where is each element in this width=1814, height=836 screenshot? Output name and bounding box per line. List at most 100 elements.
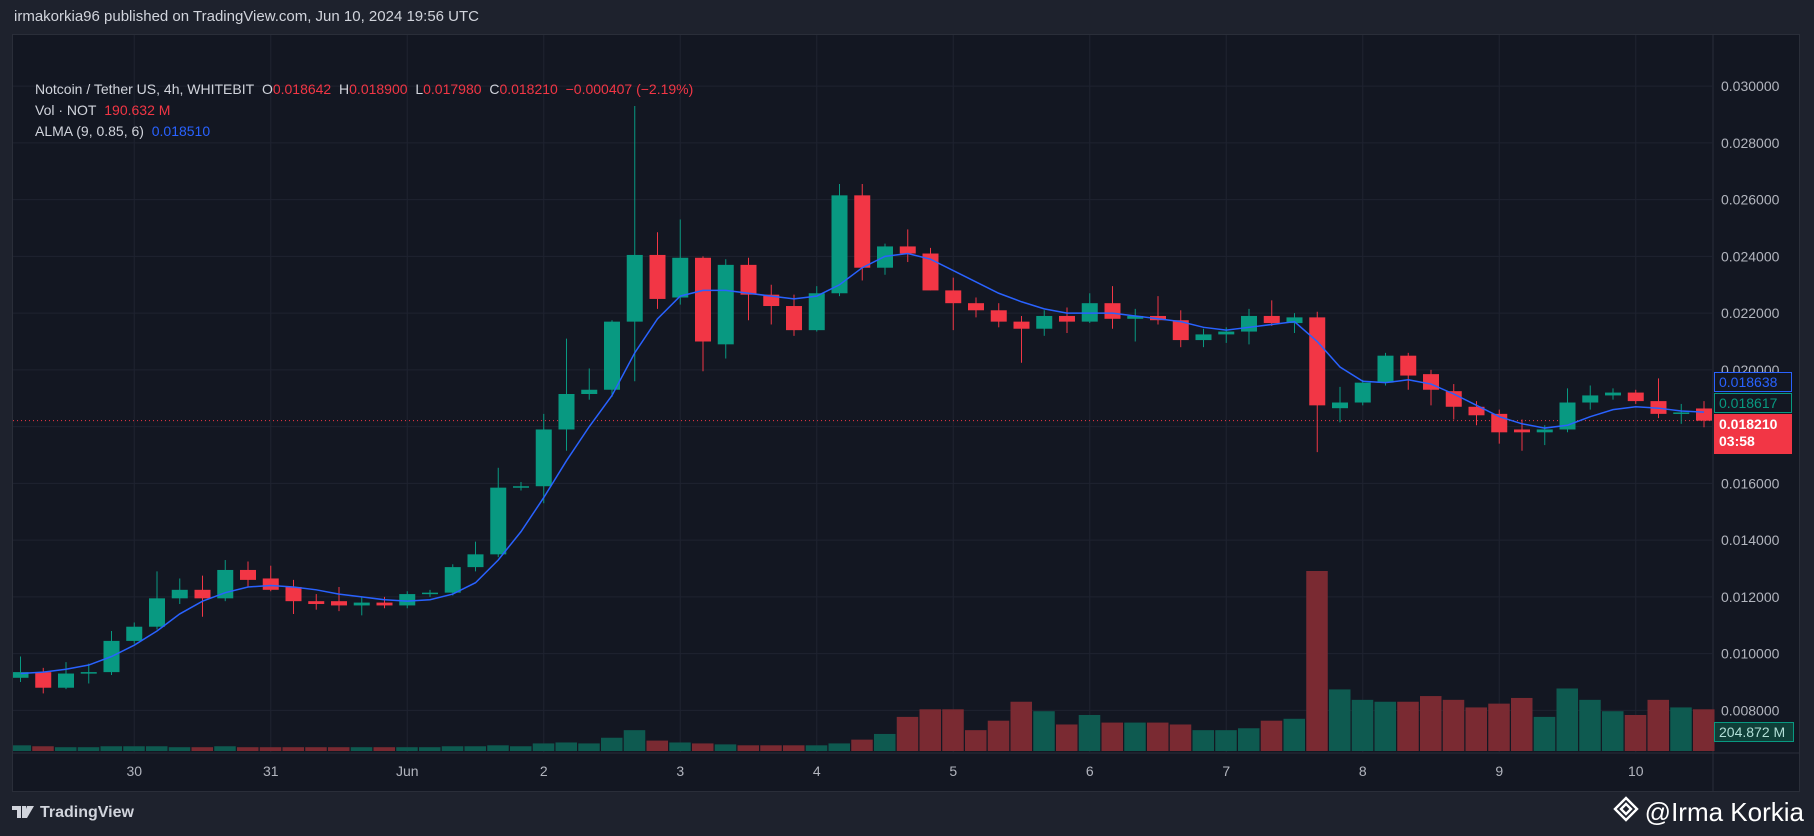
candle-body[interactable]: [1332, 402, 1348, 409]
candle-body[interactable]: [149, 598, 165, 627]
candle-body[interactable]: [763, 294, 780, 307]
volume-label[interactable]: Vol · NOT: [35, 102, 97, 118]
candle-body[interactable]: [1605, 392, 1621, 396]
volume-bar: [487, 745, 509, 751]
candle-body[interactable]: [1286, 317, 1303, 324]
volume-bar: [1147, 722, 1169, 751]
candle-body[interactable]: [1172, 320, 1189, 341]
candle-body[interactable]: [444, 567, 461, 593]
candle-body[interactable]: [945, 290, 962, 304]
x-tick-label: 9: [1495, 763, 1503, 779]
volume-bar: [760, 745, 782, 751]
candle-body[interactable]: [649, 254, 666, 299]
candle-body[interactable]: [1013, 321, 1030, 329]
candle-body[interactable]: [376, 602, 393, 606]
open-value: 0.018642: [272, 81, 332, 97]
volume-bar: [282, 747, 304, 751]
candle-body[interactable]: [1445, 391, 1462, 407]
candle-body[interactable]: [1582, 395, 1599, 403]
candle-body[interactable]: [194, 589, 211, 599]
candle-body[interactable]: [285, 586, 302, 602]
candle-body[interactable]: [1514, 429, 1530, 433]
candle-body[interactable]: [58, 673, 74, 688]
candle-body[interactable]: [1104, 303, 1121, 319]
candle-body[interactable]: [1195, 334, 1212, 341]
candle-body[interactable]: [604, 321, 620, 390]
candle-body[interactable]: [80, 672, 97, 674]
candle-body[interactable]: [262, 578, 279, 590]
candle-body[interactable]: [558, 394, 575, 430]
tradingview-brand[interactable]: TradingView: [12, 804, 134, 822]
candle-body[interactable]: [1400, 355, 1417, 376]
candle-body[interactable]: [1423, 374, 1439, 390]
candle-body[interactable]: [353, 602, 370, 606]
candle-body[interactable]: [581, 389, 598, 394]
volume-bar: [555, 742, 577, 751]
volume-bar: [1533, 716, 1556, 751]
chart-panel[interactable]: 0.030000 0.028000 0.026000 0.024000 0.022000…: [12, 34, 1800, 792]
candle-body[interactable]: [740, 264, 757, 295]
bar-countdown: 03:58: [1719, 433, 1755, 449]
candle-body[interactable]: [808, 293, 825, 331]
y-tick-label: 0.016000: [1721, 475, 1780, 491]
candle-body[interactable]: [331, 601, 347, 606]
candle-body[interactable]: [786, 306, 802, 331]
candle-body[interactable]: [1127, 315, 1144, 319]
candle-body[interactable]: [1059, 315, 1075, 322]
volume-bar: [1488, 703, 1510, 751]
tradingview-logo-icon: [12, 805, 34, 821]
candle-body[interactable]: [831, 195, 848, 294]
candle-body[interactable]: [513, 486, 529, 488]
candle-body[interactable]: [35, 672, 52, 688]
candle-body[interactable]: [1036, 315, 1053, 329]
candle-body[interactable]: [126, 626, 143, 641]
candle-body[interactable]: [695, 257, 711, 342]
candle-body[interactable]: [1627, 392, 1644, 402]
candle-body[interactable]: [1218, 331, 1235, 335]
volume-bar: [1192, 730, 1214, 751]
diamond-logo-icon: [1612, 796, 1639, 829]
candle-body[interactable]: [1696, 408, 1712, 421]
candle-body[interactable]: [854, 195, 871, 268]
candle-body[interactable]: [422, 592, 438, 595]
volume-bar: [419, 747, 441, 751]
candle-body[interactable]: [1673, 412, 1690, 414]
candle-body[interactable]: [171, 589, 188, 599]
close-label: C: [489, 81, 500, 97]
volume-bar: [1238, 728, 1260, 751]
candle-body[interactable]: [1354, 382, 1371, 403]
symbol-label[interactable]: Notcoin / Tether US, 4h, WHITEBIT: [35, 81, 255, 97]
x-tick-label: 31: [263, 763, 279, 779]
candlestick-chart[interactable]: 0.030000 0.028000 0.026000 0.024000 0.022000…: [13, 35, 1799, 791]
candle-body[interactable]: [922, 253, 939, 291]
candle-body[interactable]: [240, 569, 256, 580]
alma-label[interactable]: ALMA (9, 0.85, 6): [35, 123, 144, 139]
volume-bar: [510, 746, 532, 751]
candle-body[interactable]: [990, 310, 1007, 322]
candle-body[interactable]: [626, 254, 643, 322]
candle-body[interactable]: [1377, 355, 1394, 383]
candle-body[interactable]: [899, 246, 916, 254]
volume-bar: [1693, 709, 1715, 751]
candle-body[interactable]: [1309, 317, 1326, 406]
candle-body[interactable]: [467, 554, 484, 568]
low-label: L: [415, 81, 424, 97]
candle-body[interactable]: [1263, 315, 1280, 324]
candle-body[interactable]: [672, 257, 689, 298]
volume-bar: [55, 747, 77, 751]
candle-body[interactable]: [13, 672, 29, 678]
author-watermark: @Irma Korkia: [1612, 796, 1804, 829]
candle-body[interactable]: [308, 601, 325, 605]
x-tick-label: 8: [1359, 763, 1367, 779]
volume-bar: [1101, 722, 1123, 751]
candle-body[interactable]: [1559, 402, 1576, 430]
candle-body[interactable]: [399, 594, 416, 606]
candle-body[interactable]: [535, 429, 552, 487]
candle-body[interactable]: [1241, 315, 1257, 332]
candle-body[interactable]: [490, 487, 507, 555]
candle-body[interactable]: [717, 264, 734, 345]
candle-body[interactable]: [968, 303, 984, 311]
candle-body[interactable]: [1468, 406, 1485, 416]
candle-body[interactable]: [1536, 429, 1553, 433]
volume-bar: [146, 746, 168, 751]
